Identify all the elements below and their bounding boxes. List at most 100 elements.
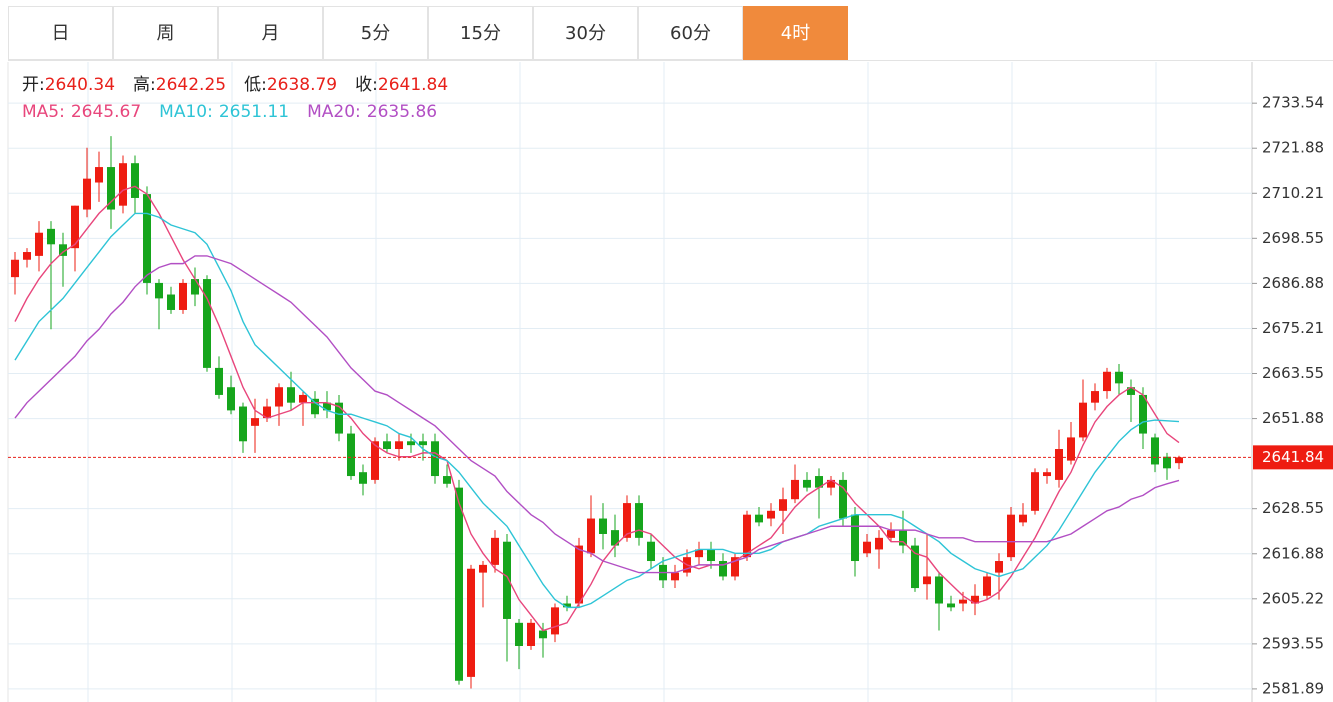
candle-body xyxy=(707,549,715,562)
tab-label[interactable]: 5分 xyxy=(361,23,390,44)
summary-value: 2641.84 xyxy=(378,75,448,95)
tab[interactable] xyxy=(743,6,848,60)
candle-body xyxy=(731,557,739,577)
candle-body xyxy=(23,252,31,260)
candle-body xyxy=(371,441,379,480)
candle-body xyxy=(671,572,679,581)
tab[interactable] xyxy=(218,6,323,60)
candle-body xyxy=(527,622,535,646)
y-tick-label: 2686.88 xyxy=(1262,274,1324,292)
candle-body xyxy=(431,441,439,477)
summary-value: 2642.25 xyxy=(156,75,226,95)
candle-body xyxy=(767,510,775,519)
summary-label: 高: xyxy=(133,75,156,95)
tab[interactable] xyxy=(638,6,743,60)
y-tick-label: 2628.55 xyxy=(1262,499,1324,517)
candle-body xyxy=(179,282,187,310)
tab-label[interactable]: 月 xyxy=(262,23,280,44)
legend-label: MA20: xyxy=(307,102,361,122)
y-tick-label: 2651.88 xyxy=(1262,409,1324,427)
legend-value: 2635.86 xyxy=(367,102,437,122)
candle-body xyxy=(611,530,619,546)
candle-body xyxy=(587,518,595,554)
candle-body xyxy=(539,630,547,639)
candle-body xyxy=(863,541,871,554)
candle-body xyxy=(323,402,331,411)
candle-body xyxy=(1055,449,1063,480)
candle-body xyxy=(467,568,475,677)
candle-body xyxy=(83,178,91,210)
ma-line xyxy=(14,185,1180,632)
candle-body xyxy=(335,402,343,434)
candle-body xyxy=(143,194,151,283)
ma-line xyxy=(14,212,1180,609)
candle-body xyxy=(191,279,199,295)
candle-body xyxy=(851,514,859,562)
candle-body xyxy=(1067,437,1075,461)
candle-body xyxy=(803,479,811,488)
candle-body xyxy=(983,576,991,596)
candle-body xyxy=(935,576,943,604)
tab[interactable] xyxy=(533,6,638,60)
candle-body xyxy=(1031,472,1039,511)
candle-body xyxy=(899,530,907,546)
tab[interactable] xyxy=(428,6,533,60)
last-price-box xyxy=(1253,445,1333,470)
candle-body xyxy=(287,387,295,403)
candle-body xyxy=(755,514,763,523)
candle-body xyxy=(11,259,19,278)
candle-body xyxy=(299,394,307,403)
candle-body xyxy=(563,603,571,608)
candle-body xyxy=(515,622,523,646)
candle-body xyxy=(875,537,883,550)
tab-label[interactable]: 15分 xyxy=(460,23,501,44)
candle-body xyxy=(479,564,487,573)
tab[interactable] xyxy=(113,6,218,60)
ma-line xyxy=(14,255,1180,574)
candle-body xyxy=(551,607,559,635)
y-tick-label: 2593.55 xyxy=(1262,634,1324,652)
candle-body xyxy=(971,595,979,604)
tab[interactable] xyxy=(8,6,113,60)
candle-body xyxy=(419,441,427,446)
legend-value: 2651.11 xyxy=(219,102,289,122)
candle-body xyxy=(263,406,271,419)
summary-label: 低: xyxy=(244,75,267,95)
candle-body xyxy=(239,406,247,442)
tab-label[interactable]: 4时 xyxy=(781,23,810,44)
candle-body xyxy=(227,387,235,411)
y-tick-label: 2675.21 xyxy=(1262,319,1324,337)
summary-value: 2638.79 xyxy=(267,75,337,95)
candle-body xyxy=(791,479,799,500)
tab-label[interactable]: 周 xyxy=(157,23,175,44)
y-tick-label: 2581.89 xyxy=(1262,679,1324,697)
candle-body xyxy=(407,441,415,446)
candle-body xyxy=(911,545,919,589)
tab[interactable] xyxy=(323,6,428,60)
candle-body xyxy=(599,518,607,534)
candle-body xyxy=(35,232,43,256)
summary-label: 收: xyxy=(355,75,378,95)
candle-body xyxy=(1151,437,1159,465)
y-tick-label: 2605.22 xyxy=(1262,589,1324,607)
candle-body xyxy=(275,387,283,407)
tab-label[interactable]: 日 xyxy=(52,23,70,44)
candle-body xyxy=(59,244,67,256)
candle-body xyxy=(1079,402,1087,438)
candle-body xyxy=(1163,456,1171,469)
candle-body xyxy=(347,433,355,477)
candle-body xyxy=(383,441,391,450)
candle-body xyxy=(167,294,175,310)
candle-body xyxy=(947,603,955,608)
candle-body xyxy=(1175,457,1183,464)
candle-body xyxy=(455,487,463,681)
candle-body xyxy=(995,561,1003,573)
candle-body xyxy=(395,441,403,450)
tab-label[interactable]: 30分 xyxy=(565,23,606,44)
tab-label[interactable]: 60分 xyxy=(670,23,711,44)
candle-body xyxy=(743,514,751,558)
candle-body xyxy=(47,228,55,245)
candle-body xyxy=(923,576,931,585)
candle-body xyxy=(311,398,319,415)
